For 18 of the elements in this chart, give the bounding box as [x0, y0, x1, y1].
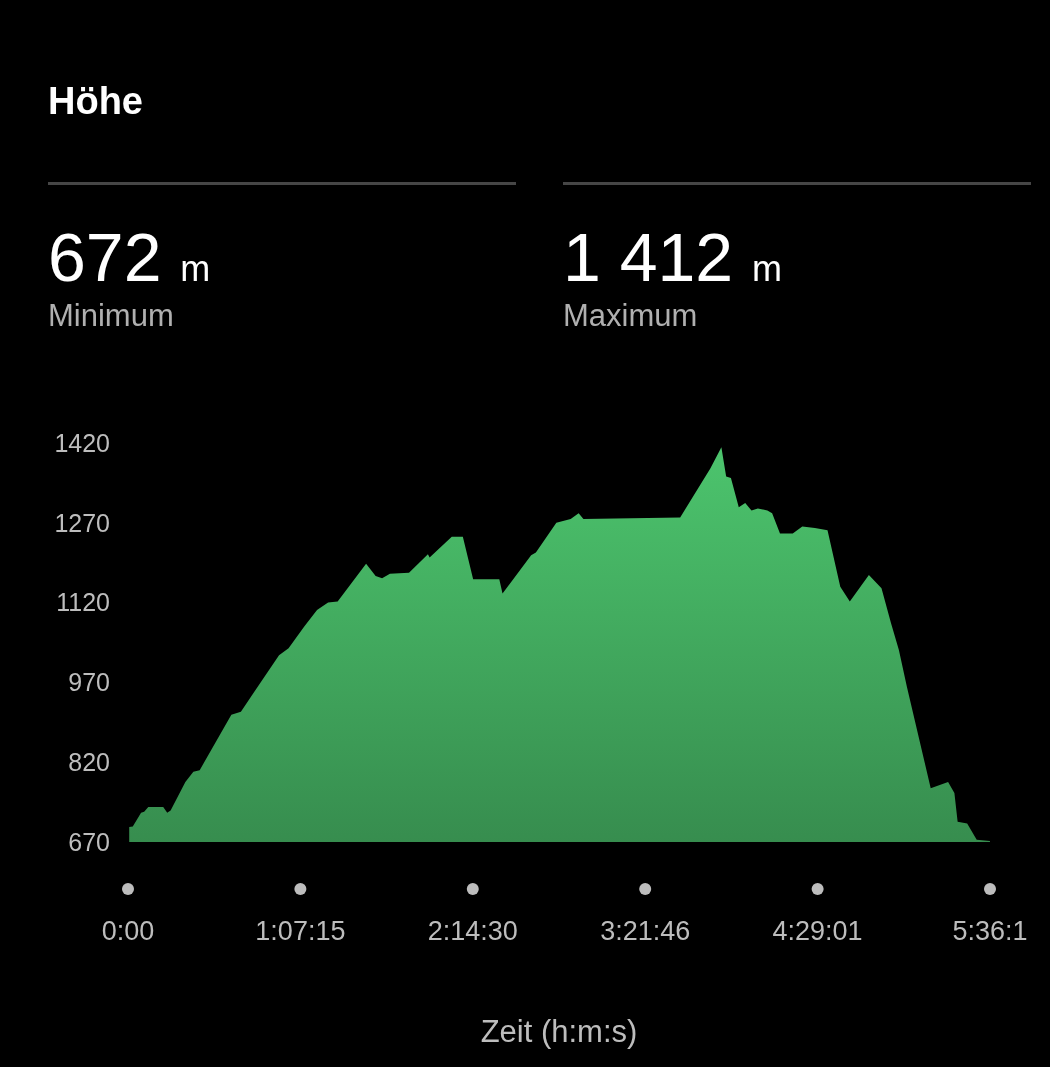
- y-tick-label: 1420: [54, 428, 110, 457]
- x-axis-title: Zeit (h:m:s): [480, 1014, 638, 1049]
- x-tick-label: 2:14:30: [427, 916, 518, 946]
- y-tick-label: 670: [68, 827, 110, 856]
- y-tick-label: 970: [68, 668, 110, 697]
- text: 672 m: [48, 219, 211, 295]
- text: Minimum: [48, 298, 175, 334]
- x-tick-label: 3:21:46: [600, 916, 691, 946]
- text: 1 412 m: [563, 219, 783, 295]
- text: Maximum: [563, 298, 699, 334]
- y-tick-label: 820: [68, 748, 110, 777]
- x-tick-label: 5:36:1: [952, 916, 1028, 946]
- x-tick-label: 4:29:01: [772, 916, 863, 946]
- chart-title: Höhe: [48, 80, 143, 123]
- y-tick-label: 1120: [56, 588, 110, 617]
- x-tick-label: 1:07:15: [255, 916, 346, 946]
- x-tick-label: 0:00: [101, 916, 155, 946]
- y-tick-label: 1270: [54, 508, 110, 537]
